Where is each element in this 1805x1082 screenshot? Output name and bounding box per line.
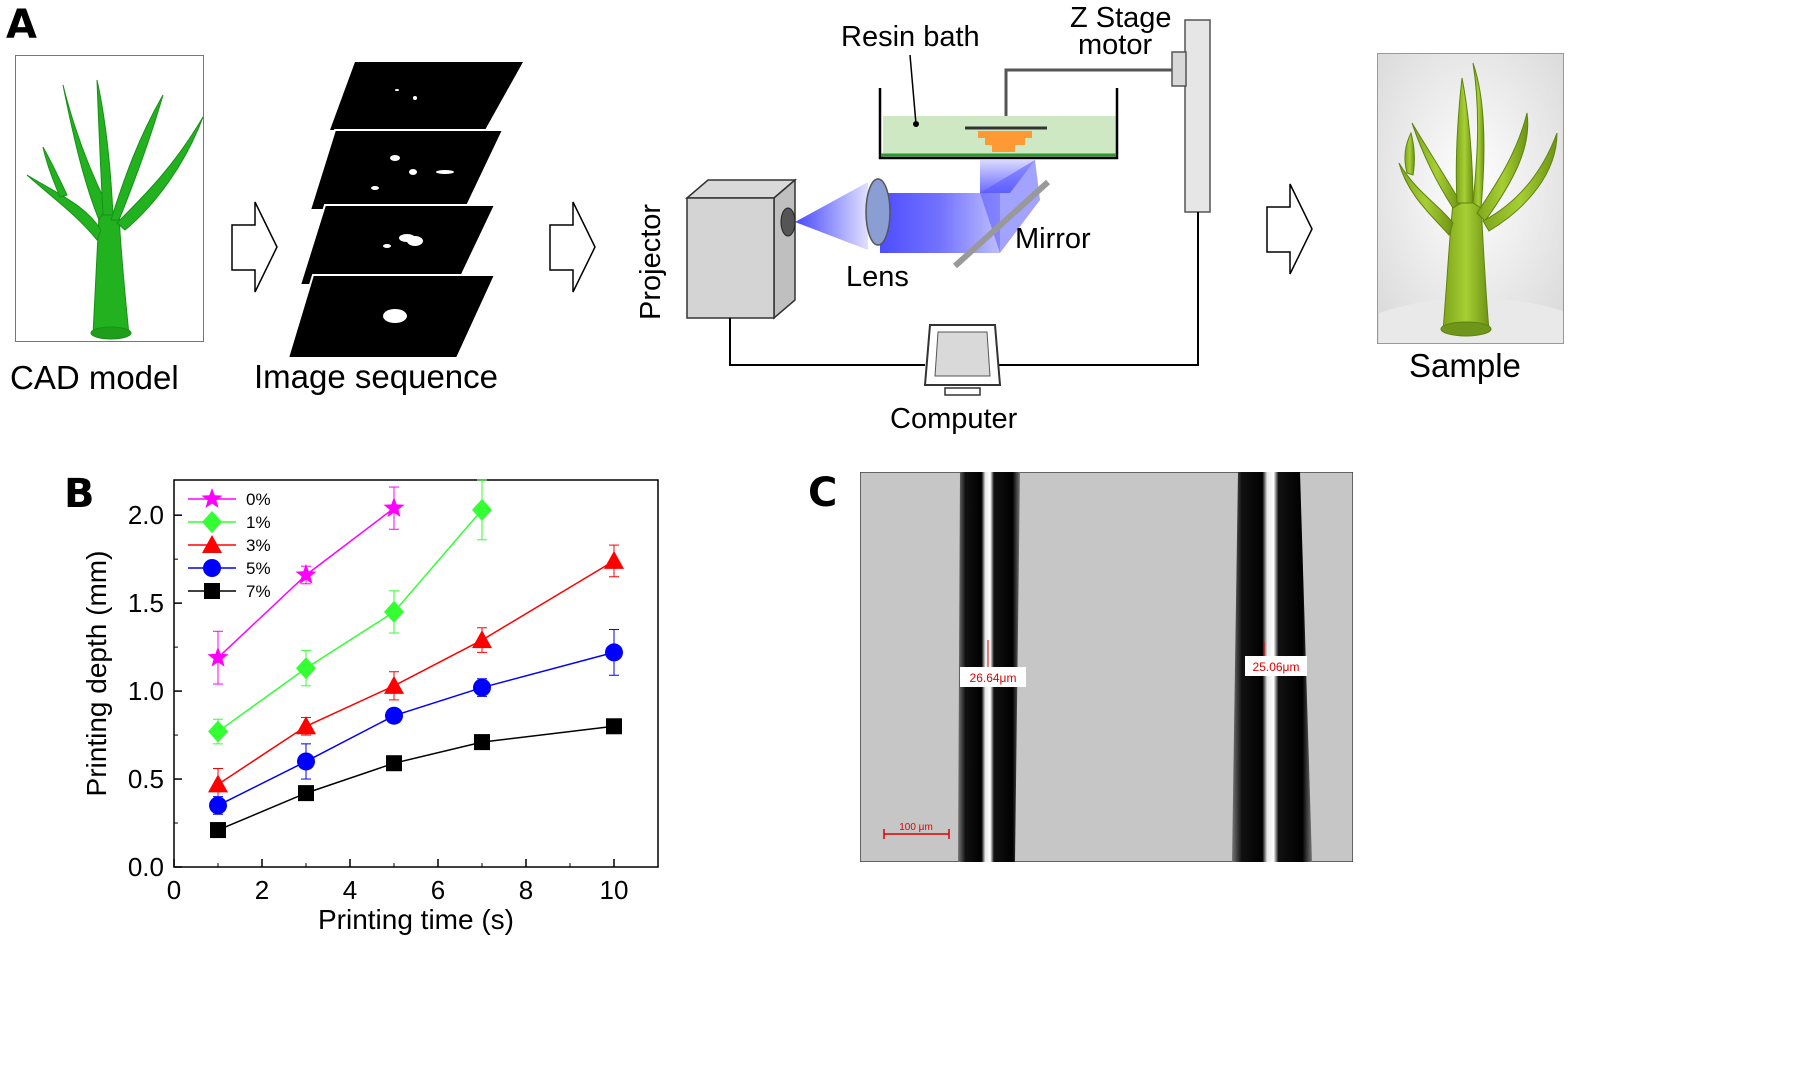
process-arrow-2: [549, 201, 596, 293]
resin-bath-label: Resin bath: [841, 21, 980, 53]
lens-label: Lens: [846, 261, 909, 293]
z-stage-column: [1184, 19, 1211, 213]
image-sequence-label: Image sequence: [254, 358, 499, 395]
computer-label: Computer: [890, 403, 1018, 435]
process-arrow-1: [231, 201, 278, 293]
y-tick-label: 2.0: [128, 500, 164, 530]
legend-label: 0%: [246, 490, 271, 509]
data-point: [210, 822, 226, 839]
series-circle: [209, 629, 623, 815]
series-diamond: [208, 479, 492, 745]
x-tick-label: 8: [519, 875, 533, 905]
legend-marker: [201, 488, 223, 508]
z-stage-label-line1: Z Stage: [1070, 2, 1172, 34]
cad-model-image: [15, 55, 204, 342]
data-point: [384, 675, 404, 694]
data-point: [296, 657, 316, 680]
data-point: [296, 716, 316, 735]
data-point: [472, 630, 492, 649]
data-point: [207, 646, 229, 667]
data-point: [386, 755, 402, 772]
series-line: [217, 509, 483, 733]
panel-c-letter: C: [808, 470, 838, 516]
scale-bar-label: 100 μm: [899, 822, 933, 833]
series-line: [217, 560, 615, 785]
data-point: [383, 497, 405, 517]
data-point: [298, 785, 314, 802]
series-star: [207, 486, 405, 685]
y-tick-label: 0.0: [128, 852, 164, 882]
legend-label: 5%: [246, 559, 271, 578]
legend-label: 3%: [246, 536, 271, 555]
legend-label: 1%: [246, 513, 271, 532]
cad-model-label: CAD model: [10, 359, 179, 396]
data-point: [295, 564, 317, 584]
legend-label: 7%: [246, 582, 271, 601]
data-point: [297, 752, 315, 771]
sample-label: Sample: [1409, 347, 1521, 384]
y-tick-label: 1.0: [128, 676, 164, 706]
printer-setup-diagram: [684, 19, 1211, 396]
mirror-label: Mirror: [1015, 223, 1091, 255]
process-arrow-3: [1266, 183, 1313, 275]
data-point: [474, 734, 490, 751]
x-axis-label: Printing time (s): [318, 904, 514, 935]
legend-marker: [203, 559, 221, 577]
micrograph-image: 26.64μm 25.06μm 100 μm: [860, 472, 1353, 862]
legend-marker: [202, 511, 222, 533]
data-point: [606, 718, 622, 735]
measurement-right: 25.06μm: [1253, 660, 1300, 674]
series-line: [217, 651, 615, 807]
series-square: [210, 718, 622, 839]
data-point: [208, 774, 228, 793]
measurement-left: 26.64μm: [970, 671, 1017, 685]
panel-a-letter: A: [6, 2, 37, 48]
y-axis-label: Printing depth (mm): [81, 551, 112, 797]
x-tick-label: 4: [343, 875, 357, 905]
legend-marker: [202, 535, 222, 553]
y-tick-label: 1.5: [128, 588, 164, 618]
series-line: [217, 725, 615, 831]
x-tick-label: 10: [600, 875, 629, 905]
data-point: [605, 643, 623, 662]
series-triangle: [208, 544, 624, 801]
data-point: [384, 600, 404, 623]
printing-depth-chart: 0 2 4 6 8 10 0.0 0.5 1.0 1.5 2.0 0% 1% 3% 5% 7% Printi…: [81, 479, 659, 935]
legend-marker: [204, 583, 220, 599]
sample-photo: [1377, 53, 1564, 344]
data-point: [472, 498, 492, 521]
y-tick-label: 0.5: [128, 764, 164, 794]
data-point: [385, 706, 403, 725]
panel-b-letter: B: [64, 471, 95, 517]
projector-label: Projector: [635, 203, 667, 320]
z-stage-label-line2: motor: [1078, 29, 1153, 61]
plot-frame: [173, 479, 659, 868]
data-point: [604, 550, 624, 569]
image-sequence-stack: [286, 62, 523, 359]
data-point: [473, 678, 491, 697]
data-point: [208, 720, 228, 743]
data-point: [209, 796, 227, 815]
x-tick-label: 0: [167, 875, 181, 905]
x-tick-label: 2: [255, 875, 269, 905]
x-tick-label: 6: [431, 875, 445, 905]
